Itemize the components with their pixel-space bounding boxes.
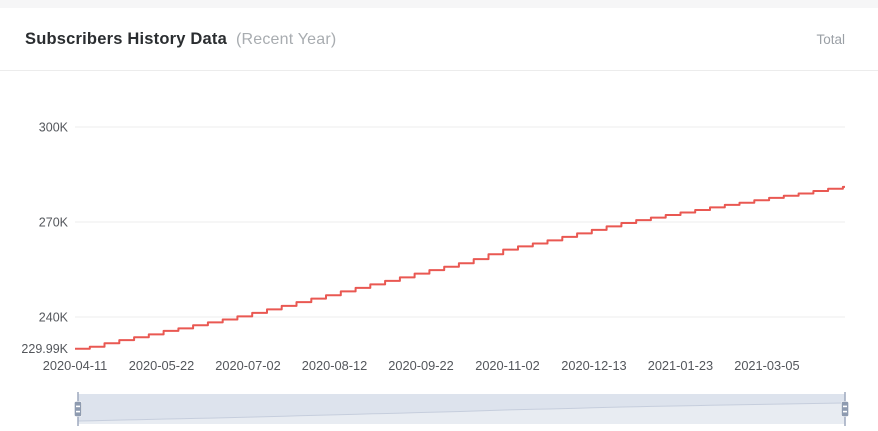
legend-item-total[interactable]: Total xyxy=(816,31,845,47)
title-row: Subscribers History Data (Recent Year) xyxy=(25,30,336,49)
series-line-total xyxy=(75,185,845,350)
page-subtitle: (Recent Year) xyxy=(235,30,337,48)
x-axis-tick-label: 2020-08-12 xyxy=(302,358,367,373)
x-axis-tick-label: 2020-12-13 xyxy=(561,358,626,373)
y-axis-tick-label: 229.99K xyxy=(21,342,68,356)
datazoom-right-handle[interactable] xyxy=(841,392,849,426)
x-axis-tick-label: 2020-09-22 xyxy=(388,358,453,373)
page-title: Subscribers History Data xyxy=(25,29,227,48)
y-axis-tick-label: 270K xyxy=(39,216,69,230)
y-axis-tick-label: 300K xyxy=(39,121,69,135)
x-axis-tick-label: 2020-07-02 xyxy=(215,358,280,373)
x-axis-tick-label: 2020-04-11 xyxy=(43,358,108,373)
y-axis-tick-label: 240K xyxy=(39,311,69,325)
x-axis-tick-label: 2020-05-22 xyxy=(129,358,194,373)
datazoom-shadow-line xyxy=(77,402,845,422)
x-axis-tick-label: 2020-11-02 xyxy=(475,358,540,373)
x-axis-tick-label: 2021-03-05 xyxy=(734,358,799,373)
datazoom-data-shadow xyxy=(78,394,845,421)
card-header: Subscribers History Data (Recent Year) T… xyxy=(0,8,878,71)
datazoom-left-handle[interactable] xyxy=(74,392,82,426)
x-axis-tick-label: 2021-01-23 xyxy=(648,358,713,373)
page-top-strip xyxy=(0,0,878,8)
